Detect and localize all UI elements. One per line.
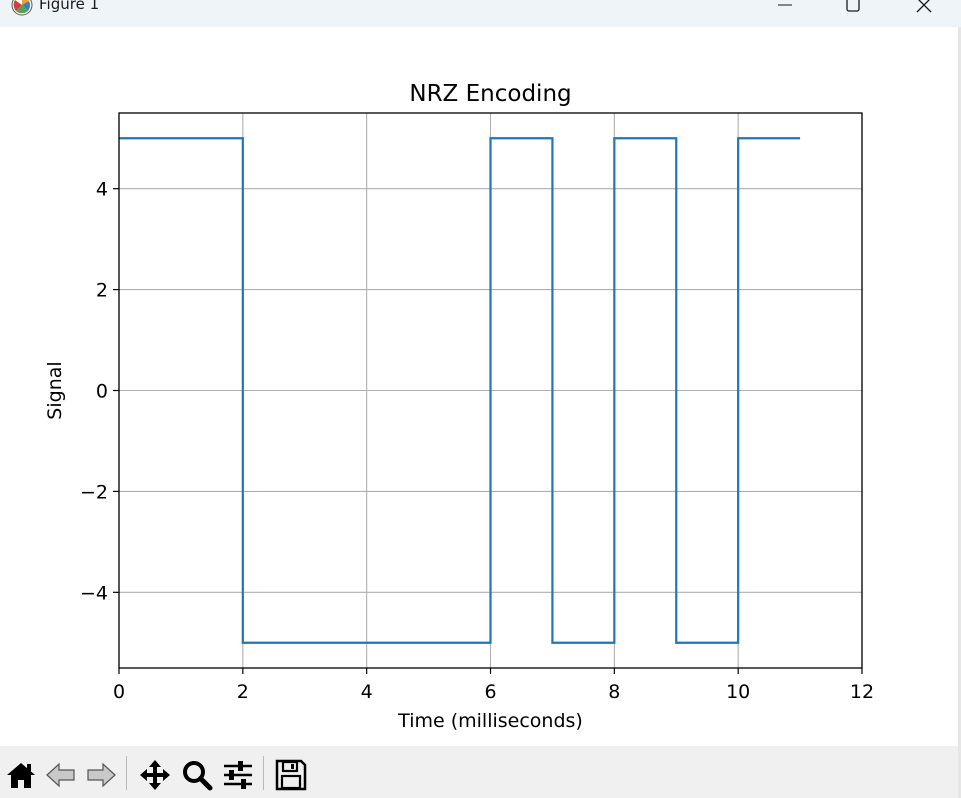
minimize-button[interactable] <box>762 0 808 27</box>
signal-line <box>119 137 801 644</box>
floppy-disk-icon <box>275 759 307 791</box>
x-axis-label: Time (milliseconds) <box>397 710 583 732</box>
matplotlib-icon <box>11 0 33 16</box>
minimize-icon <box>778 4 792 6</box>
forward-arrow-icon <box>87 762 116 788</box>
y-tick-label: 2 <box>96 280 108 302</box>
x-tick-label: 6 <box>484 681 496 703</box>
x-tick-label: 10 <box>726 681 750 703</box>
data-series <box>119 137 801 644</box>
window-border <box>958 27 961 798</box>
x-tick-label: 4 <box>361 681 373 703</box>
x-tick-label: 12 <box>850 681 874 703</box>
pan-button[interactable] <box>138 758 172 792</box>
y-tick-label: 0 <box>96 381 108 403</box>
back-arrow-icon <box>46 762 75 788</box>
forward-button[interactable] <box>84 758 118 792</box>
toolbar-separator <box>263 756 264 790</box>
chart: 0 2 4 6 8 10 12 −4 −2 0 2 4 NRZ Encoding Time (mill… <box>44 81 874 732</box>
toolbar-separator <box>126 756 127 790</box>
x-tick-label: 8 <box>608 681 620 703</box>
x-tick-label: 2 <box>237 681 249 703</box>
maximize-icon <box>846 0 860 12</box>
close-button[interactable] <box>901 0 947 27</box>
save-button[interactable] <box>274 758 308 792</box>
back-button[interactable] <box>44 758 78 792</box>
y-tick-label: −2 <box>80 481 108 503</box>
home-icon <box>7 763 35 788</box>
y-tick-label: −4 <box>80 582 108 604</box>
y-axis-label: Signal <box>44 361 66 419</box>
y-tick-label: 4 <box>96 179 108 201</box>
chart-title: NRZ Encoding <box>409 81 571 107</box>
figure-canvas[interactable] <box>0 27 958 746</box>
x-tick-label: 0 <box>113 681 125 703</box>
title-bar: Figure 1 <box>0 0 961 27</box>
maximize-button[interactable] <box>830 0 876 27</box>
axis-ticks: 0 2 4 6 8 10 12 −4 −2 0 2 4 <box>80 179 874 703</box>
sliders-icon <box>224 761 252 789</box>
home-button[interactable] <box>4 758 38 792</box>
window-title: Figure 1 <box>39 0 100 13</box>
configure-subplots-button[interactable] <box>221 758 255 792</box>
navigation-toolbar <box>0 746 958 798</box>
magnifier-icon <box>183 761 213 791</box>
close-icon <box>916 0 932 13</box>
zoom-button[interactable] <box>180 758 214 792</box>
move-icon <box>140 760 170 790</box>
